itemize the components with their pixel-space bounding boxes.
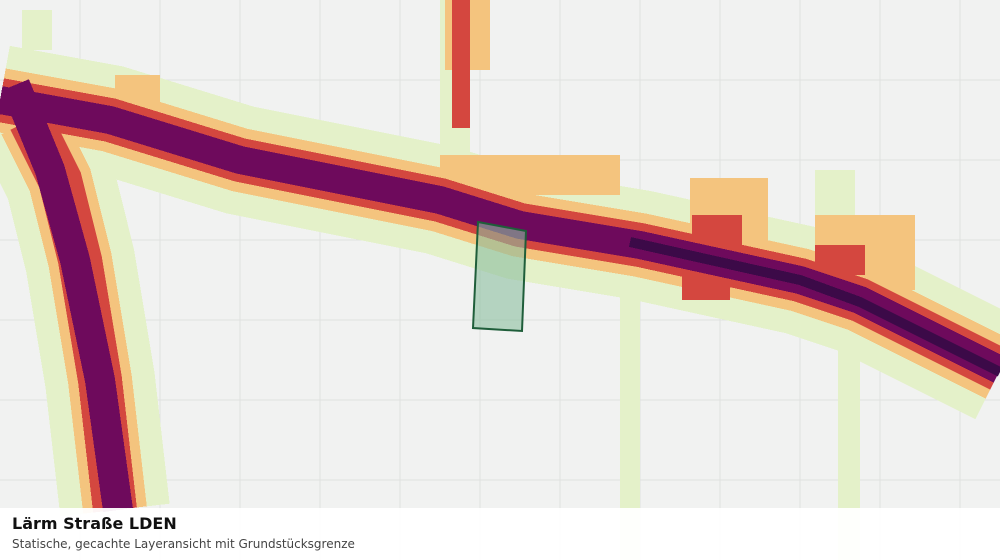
map-subtitle: Statische, gecachte Layeransicht mit Gru…: [12, 537, 355, 551]
caption-panel: Lärm Straße LDEN Statische, gecachte Lay…: [0, 508, 1000, 560]
parcel-boundary: [471, 220, 528, 333]
map-title: Lärm Straße LDEN: [12, 514, 177, 533]
